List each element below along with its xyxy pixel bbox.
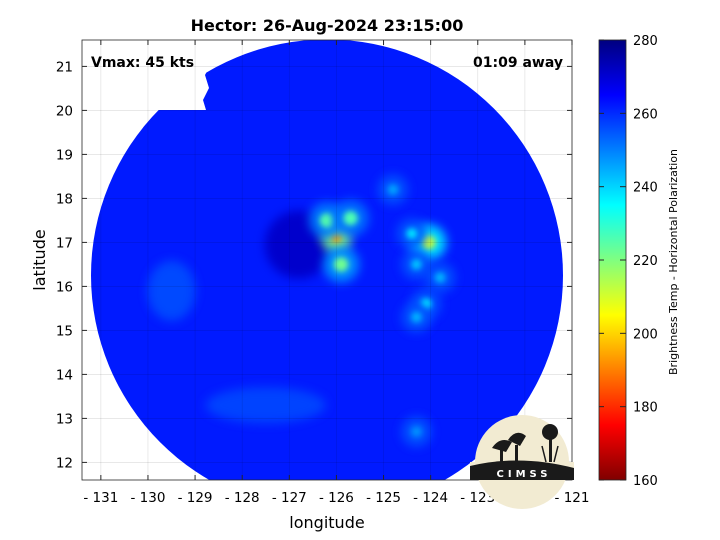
y-axis-ticks: 12 13 14 15 16 17 18 19 20 21 xyxy=(56,59,572,471)
colorbar-tick-label: 180 xyxy=(633,401,658,416)
feature-core xyxy=(434,272,446,283)
x-tick-label: - 127 xyxy=(272,490,307,506)
convection-features xyxy=(309,174,456,447)
y-tick-label: 16 xyxy=(56,279,73,295)
colorbar-label: Brightness Temp - Horizontal Polarizatio… xyxy=(667,149,680,375)
colorbar-tick-label: 240 xyxy=(633,181,658,196)
y-tick-label: 20 xyxy=(56,103,73,119)
y-tick-label: 15 xyxy=(56,323,73,339)
colorbar-tick-label: 200 xyxy=(633,327,658,342)
feature-core xyxy=(411,426,422,437)
colorbar-tick-label: 280 xyxy=(633,34,658,49)
time-offset-annotation: 01:09 away xyxy=(473,55,563,71)
feature-core xyxy=(319,213,335,228)
feature-core xyxy=(406,228,418,240)
feature-core xyxy=(333,257,349,272)
feature-core xyxy=(411,259,422,270)
y-tick-label: 13 xyxy=(56,411,73,427)
feature-core xyxy=(387,184,399,196)
y-tick-label: 19 xyxy=(56,147,73,163)
y-tick-label: 21 xyxy=(56,59,73,75)
colorbar-ticks: 160 180 200 220 240 260 280 xyxy=(599,34,658,489)
x-tick-label: - 128 xyxy=(225,490,260,506)
y-axis-label: latitude xyxy=(30,229,49,290)
feature-core xyxy=(343,211,358,226)
vmax-annotation: Vmax: 45 kts xyxy=(91,55,194,71)
x-tick-label: - 125 xyxy=(366,490,401,506)
x-tick-label: - 129 xyxy=(178,490,213,506)
logo-text: CIMSS xyxy=(497,469,552,480)
x-tick-label: - 131 xyxy=(83,490,118,506)
x-tick-label: - 121 xyxy=(555,490,590,506)
chart-title: Hector: 26-Aug-2024 23:15:00 xyxy=(191,16,464,35)
colorbar-tick-label: 260 xyxy=(633,107,658,122)
y-tick-label: 18 xyxy=(56,191,73,207)
outer-band xyxy=(205,387,326,424)
x-tick-label: - 124 xyxy=(413,490,448,506)
axes-frame xyxy=(81,39,573,481)
colorbar-tick-label: 160 xyxy=(633,474,658,489)
colorbar-tick-label: 220 xyxy=(633,254,658,269)
x-tick-label: - 130 xyxy=(130,490,165,506)
y-tick-label: 12 xyxy=(56,455,73,471)
x-tick-label: - 126 xyxy=(319,490,354,506)
x-tick-label: - 123 xyxy=(460,490,495,506)
swath-gap xyxy=(82,40,212,110)
colorbar: 160 180 200 220 240 260 280 Brightness Temp - … xyxy=(598,34,680,489)
gridlines xyxy=(82,40,573,480)
feature-core xyxy=(411,311,422,323)
x-axis-label: longitude xyxy=(289,513,364,532)
outer-band xyxy=(147,260,196,321)
y-tick-label: 14 xyxy=(56,367,73,383)
cimss-logo: CIMSS xyxy=(470,415,574,509)
y-tick-label: 17 xyxy=(56,235,73,251)
